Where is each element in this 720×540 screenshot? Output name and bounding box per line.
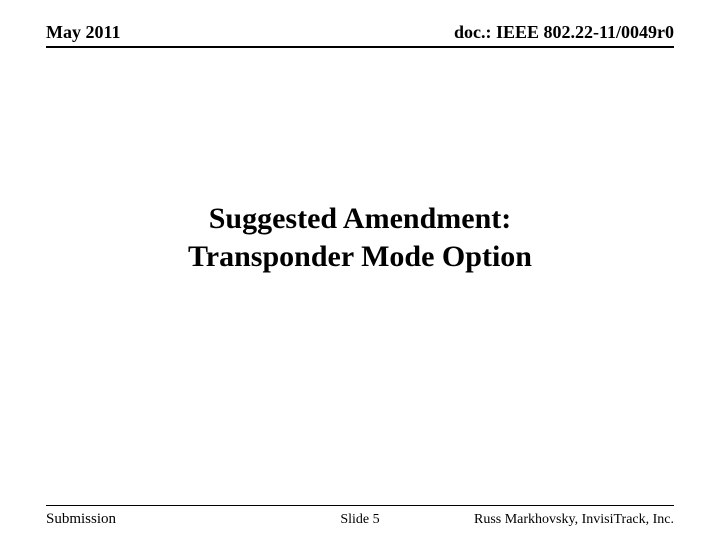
footer-rule bbox=[46, 505, 674, 506]
slide: May 2011 doc.: IEEE 802.22-11/0049r0 Sug… bbox=[0, 0, 720, 540]
header-doc-id: doc.: IEEE 802.22-11/0049r0 bbox=[454, 22, 674, 43]
header-row: May 2011 doc.: IEEE 802.22-11/0049r0 bbox=[46, 22, 674, 43]
footer-author: Russ Markhovsky, InvisiTrack, Inc. bbox=[474, 512, 674, 528]
header-date: May 2011 bbox=[46, 22, 121, 43]
title-block: Suggested Amendment: Transponder Mode Op… bbox=[0, 200, 720, 275]
footer-left-label: Submission bbox=[46, 511, 116, 528]
title-line-1: Suggested Amendment: bbox=[0, 200, 720, 238]
footer-row: Submission Russ Markhovsky, InvisiTrack,… bbox=[46, 511, 674, 528]
header-rule bbox=[46, 46, 674, 48]
title-line-2: Transponder Mode Option bbox=[0, 238, 720, 276]
